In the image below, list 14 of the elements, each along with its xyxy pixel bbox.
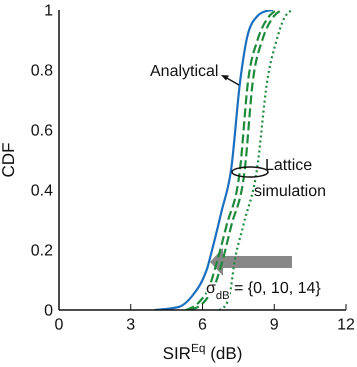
x-tick-label: 3 [126,316,136,334]
y-tick-label: 0.6 [30,122,54,140]
y-tick-label: 0 [44,302,54,320]
y-tick-label: 0.4 [30,182,54,200]
x-axis-title: SIR$^{Eq}$ (dB) [162,341,242,363]
y-axis-title: CDF [0,142,18,178]
x-tick-label: 9 [270,316,279,334]
y-tick-label: 1 [44,2,54,20]
annotation: Analytical [150,63,218,80]
x-tick-label: 6 [198,316,208,334]
y-tick-label: 0.2 [30,242,54,260]
x-tick-label: 12 [337,316,355,334]
annotation: Lattice simulation [254,157,326,200]
y-tick-label: 0.8 [30,62,54,80]
